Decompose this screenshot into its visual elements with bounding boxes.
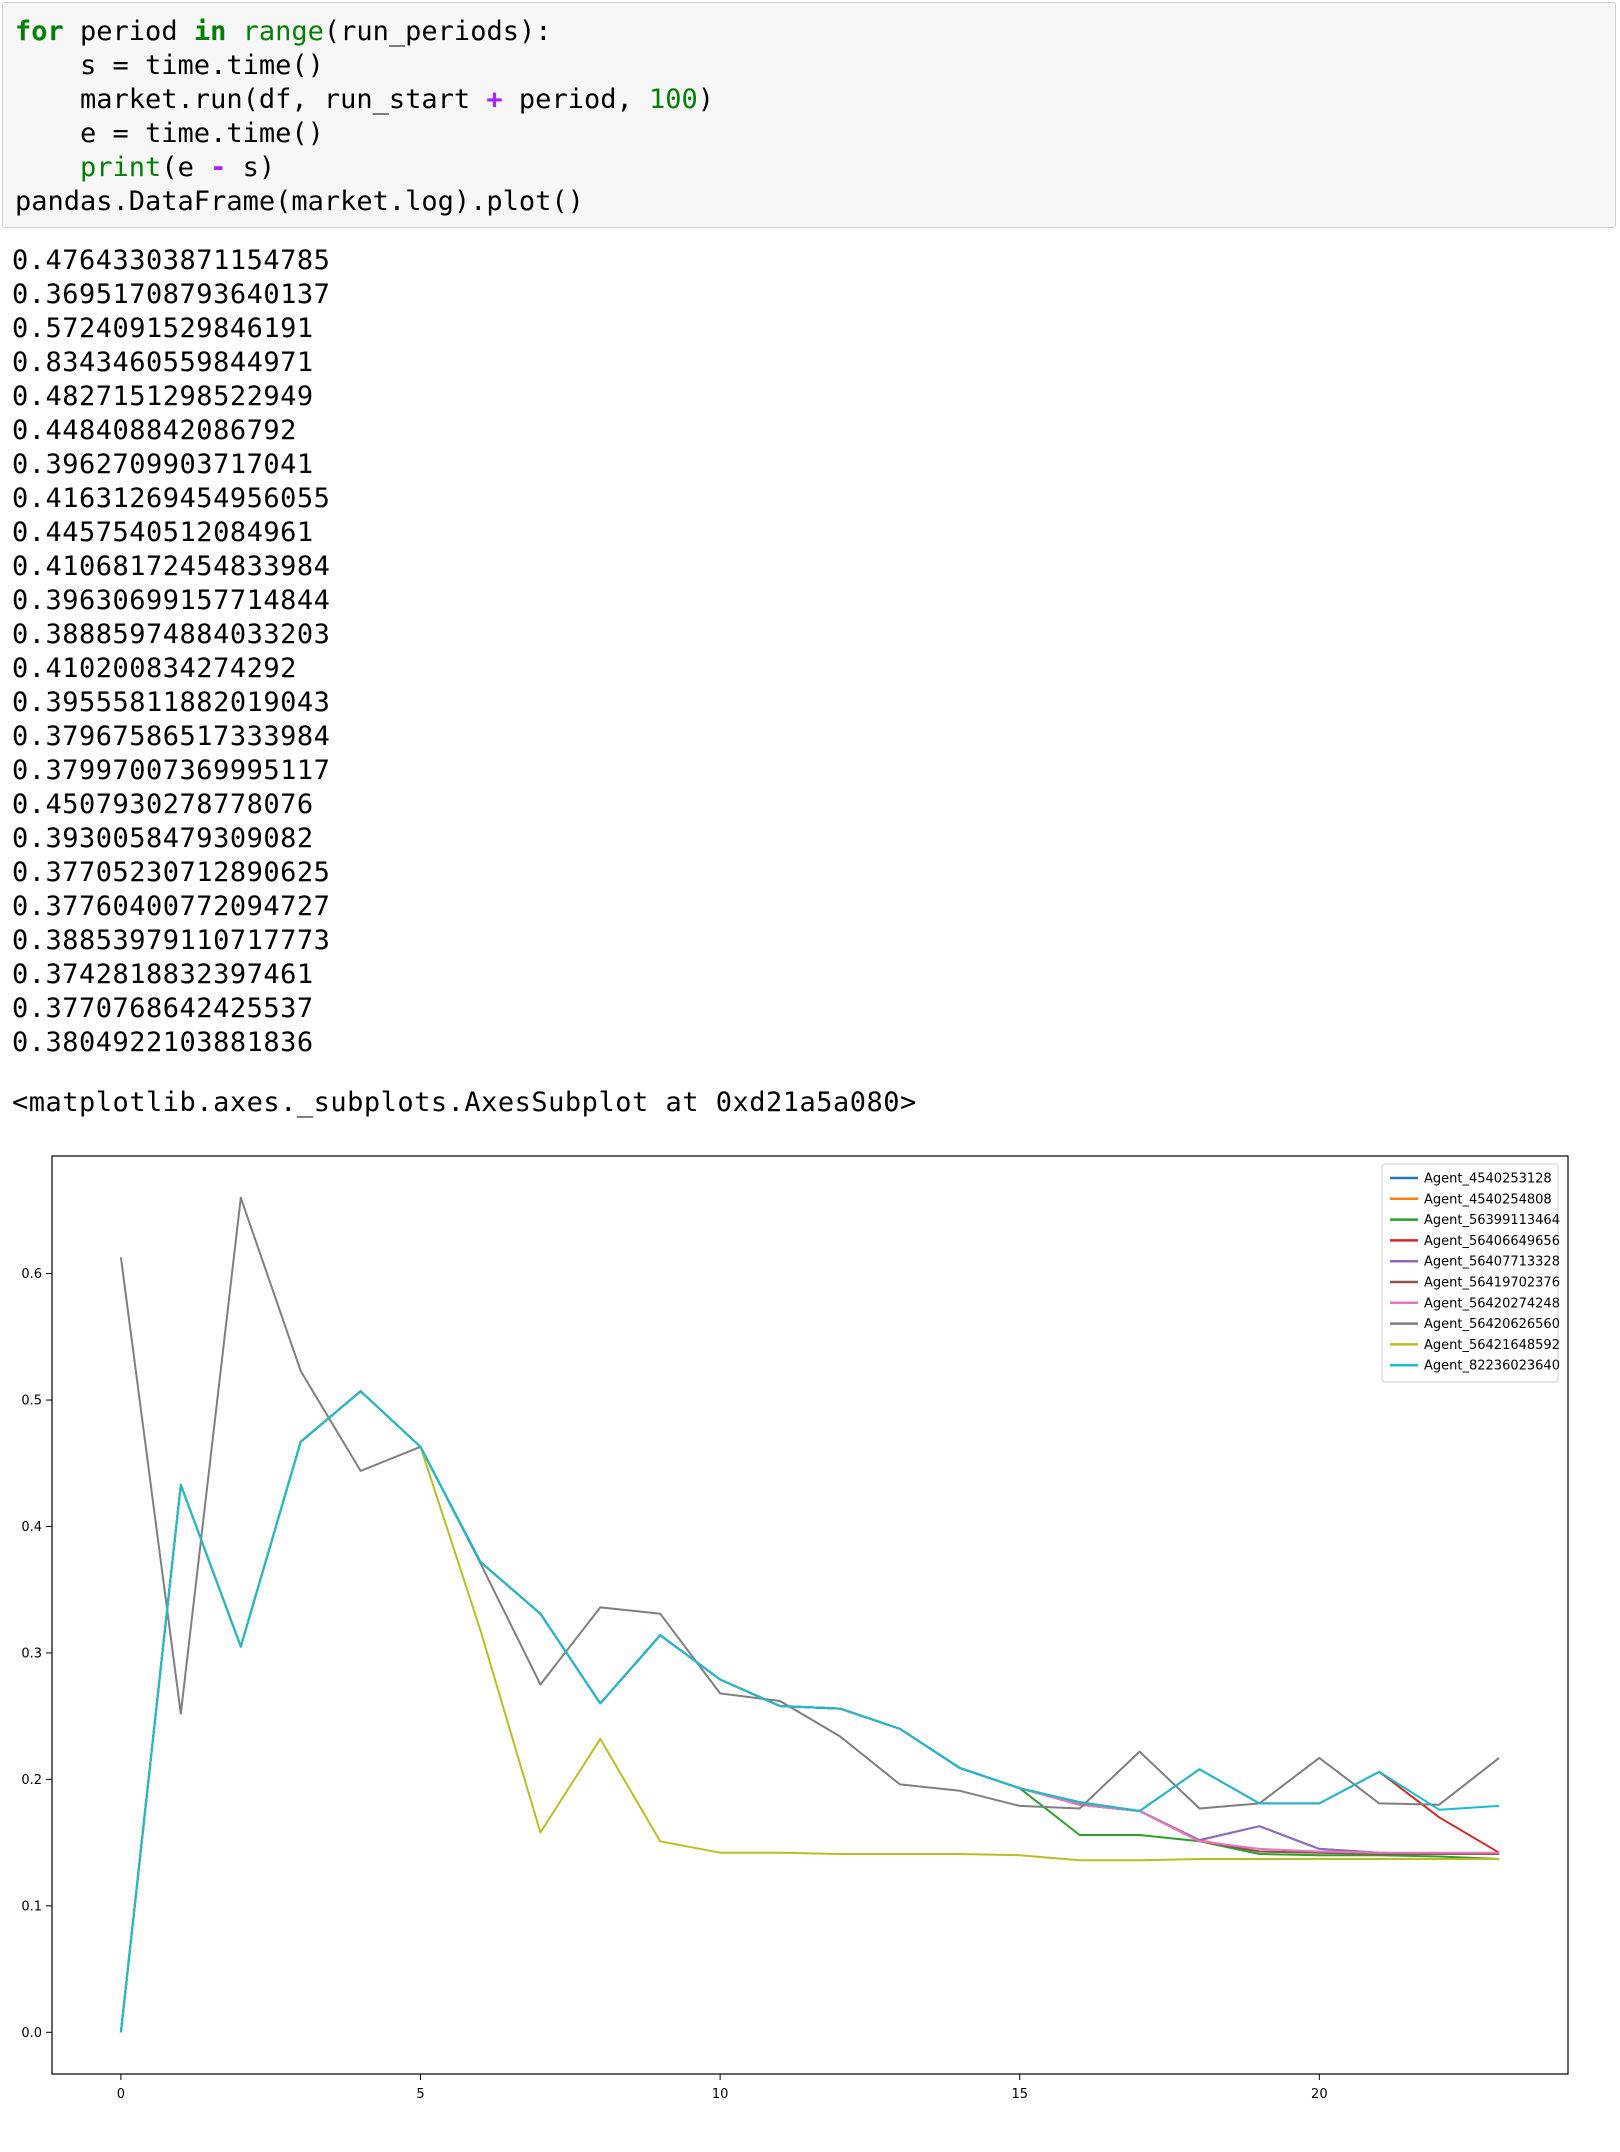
code-token (226, 16, 242, 47)
stdout-line: 0.47643303871154785 (12, 245, 331, 276)
code-line: print(e - s) (15, 151, 1603, 185)
stdout-line: 0.37705230712890625 (12, 857, 331, 888)
series-line (119, 1390, 1500, 2033)
plot-frame (51, 1155, 1569, 2075)
stdout-line: 0.8343460559844971 (12, 347, 314, 378)
code-token: pandas.DataFrame(market.log).plot() (15, 186, 584, 217)
stdout-line: 0.3742818832397461 (12, 959, 314, 990)
x-tick-label: 15 (1011, 2087, 1028, 2102)
y-tick-label: 0.3 (21, 1646, 42, 1661)
code-token: in (193, 16, 227, 47)
stdout-line: 0.448408842086792 (12, 415, 297, 446)
series-line (119, 1390, 1500, 2033)
legend-label: Agent_56420274248 (1424, 1296, 1560, 1311)
code-token: for (15, 16, 64, 47)
code-token (15, 152, 80, 183)
legend-label: Agent_4540254808 (1424, 1192, 1552, 1207)
code-token: (e (161, 152, 211, 183)
stdout-line: 0.4827151298522949 (12, 381, 314, 412)
code-line: for period in range(run_periods): (15, 15, 1603, 49)
legend-label: Agent_4540253128 (1424, 1172, 1552, 1187)
result-repr: <matplotlib.axes._subplots.AxesSubplot a… (12, 1087, 917, 1118)
code-token: period (63, 16, 194, 47)
y-tick-label: 0.0 (21, 2026, 42, 2041)
code-line: pandas.DataFrame(market.log).plot() (15, 185, 1603, 219)
x-tick-label: 10 (712, 2087, 729, 2102)
stdout-line: 0.3770768642425537 (12, 993, 314, 1024)
code-line: s = time.time() (15, 49, 1603, 83)
series-line (119, 1390, 1500, 2033)
stdout-line: 0.41068172454833984 (12, 551, 331, 582)
legend-box (1381, 1163, 1559, 1383)
series-line (119, 1196, 1500, 1810)
stdout-line: 0.37760400772094727 (12, 891, 331, 922)
stdout-output: 0.47643303871154785 0.36951708793640137 0.… (12, 244, 330, 1060)
stdout-line: 0.36951708793640137 (12, 279, 331, 310)
y-tick-label: 0.2 (21, 1773, 42, 1788)
stdout-line: 0.3930058479309082 (12, 823, 314, 854)
legend-label: Agent_56420626560 (1424, 1317, 1560, 1332)
series-line (119, 1390, 1500, 2033)
stdout-line: 0.4457540512084961 (12, 517, 314, 548)
code-token: period, (502, 84, 649, 115)
stdout-line: 0.3962709903717041 (12, 449, 314, 480)
series-line (119, 1390, 1500, 2033)
code-token: range (242, 16, 324, 47)
stdout-line: 0.3804922103881836 (12, 1027, 314, 1058)
stdout-line: 0.4507930278778076 (12, 789, 314, 820)
legend-label: Agent_56399113464 (1424, 1213, 1560, 1228)
x-tick-label: 5 (416, 2087, 424, 2102)
code-cell-input[interactable]: for period in range(run_periods): s = ti… (2, 2, 1616, 228)
legend-label: Agent_56407713328 (1424, 1255, 1560, 1270)
stdout-line: 0.39630699157714844 (12, 585, 331, 616)
code-token: ) (697, 84, 715, 115)
code-token: market.run(df, run_start (15, 84, 487, 115)
stdout-line: 0.37997007369995117 (12, 755, 331, 786)
stdout-line: 0.41631269454956055 (12, 483, 331, 514)
legend-label: Agent_82236023640 (1424, 1359, 1560, 1374)
code-token: (run_periods): (323, 16, 552, 47)
stdout-line: 0.38853979110717773 (12, 925, 331, 956)
code-token: print (80, 152, 162, 183)
code-line: market.run(df, run_start + period, 100) (15, 83, 1603, 117)
code-token: + (486, 84, 503, 115)
line-chart: 0 5 10 15 20 0.0 0.1 0.2 0.3 0.4 0.5 0.6 Agent_45402… (0, 1150, 1620, 2148)
code-token: 100 (648, 84, 698, 115)
chart-svg: 0 5 10 15 20 0.0 0.1 0.2 0.3 0.4 0.5 0.6 Agent_45402… (21, 1155, 1569, 2102)
legend-label: Agent_56421648592 (1424, 1338, 1560, 1353)
series-line (119, 1390, 1500, 2033)
stdout-line: 0.38885974884033203 (12, 619, 331, 650)
x-tick-label: 0 (117, 2087, 125, 2102)
code-token: - (210, 152, 227, 183)
code-token: s = time.time() (15, 50, 324, 81)
code-token: e = time.time() (15, 118, 324, 149)
y-tick-label: 0.4 (21, 1520, 42, 1535)
stdout-line: 0.39555811882019043 (12, 687, 331, 718)
y-tick-label: 0.6 (21, 1267, 42, 1282)
y-tick-label: 0.5 (21, 1394, 42, 1409)
series-line (119, 1390, 1500, 2033)
x-tick-label: 20 (1311, 2087, 1328, 2102)
series-line (119, 1390, 1500, 2033)
code-token: s) (226, 152, 276, 183)
code-line: e = time.time() (15, 117, 1603, 151)
stdout-line: 0.5724091529846191 (12, 313, 314, 344)
stdout-line: 0.37967586517333984 (12, 721, 331, 752)
y-tick-label: 0.1 (21, 1899, 42, 1914)
legend-label: Agent_56406649656 (1424, 1234, 1560, 1249)
stdout-line: 0.410200834274292 (12, 653, 297, 684)
legend-label: Agent_56419702376 (1424, 1276, 1560, 1291)
series-line (119, 1390, 1500, 2033)
